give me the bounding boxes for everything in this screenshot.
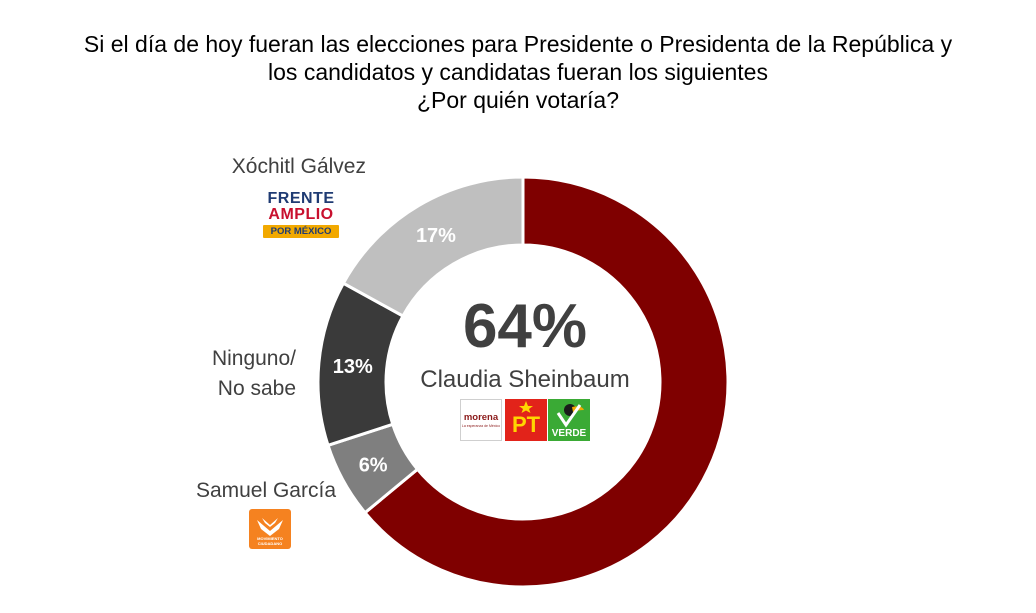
morena-logo: morena La esperanza de México [460,399,502,441]
morena-logo-tagline: La esperanza de México [461,424,501,428]
legend-xochitl: Xóchitl Gálvez [231,155,366,178]
donut-slice-labels: 6% 13% 17% [333,225,456,477]
frente-logo-line-1: FRENTE [267,190,335,207]
legend-samuel: Samuel García [195,479,336,502]
slice-label-2: 13% [333,356,373,378]
frente-amplio-logo: FRENTE AMPLIO POR MÉXICO [257,191,345,241]
legend-ninguno-line-1: Ninguno/ [211,347,296,370]
center-candidate-name: Claudia Sheinbaum [420,366,630,393]
title-line-1: Si el día de hoy fueran las elecciones p… [83,31,953,57]
pt-logo-text: PT [511,412,541,437]
donut-slice-3 [341,175,525,319]
legend-ninguno-line-2: No sabe [217,377,296,400]
slice-label-1: 6% [359,454,388,476]
donut-slices [316,175,730,589]
title-line-3: ¿Por quién votaría? [416,87,619,113]
movimiento-ciudadano-logo: MOVIMIENTO CIUDADANO [249,509,291,549]
chart-title: Si el día de hoy fueran las elecciones p… [0,30,1036,114]
verde-logo-text: VERDE [551,428,587,439]
donut-slice-0 [362,175,730,589]
center-percentage: 64% [462,292,588,361]
pt-logo: PT [505,399,547,441]
toucan-icon [556,404,584,428]
morena-logo-text: morena [463,412,499,423]
frente-logo-line-2: AMPLIO [268,206,334,223]
frente-logo-line-3: POR MÉXICO [263,225,339,238]
eagle-icon [257,518,283,536]
star-icon [519,401,533,413]
title-line-2: los candidatos y candidatas fueran los s… [268,59,768,85]
mc-logo-text: MOVIMIENTO CIUDADANO [257,536,283,546]
slice-label-3: 17% [416,225,456,247]
verde-logo: VERDE [548,399,590,441]
